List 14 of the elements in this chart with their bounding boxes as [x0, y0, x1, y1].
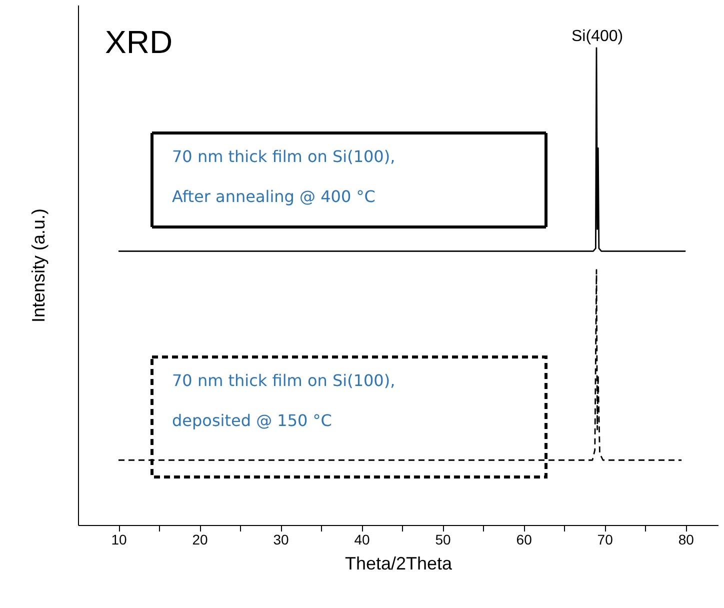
x-tick-label: 10: [111, 532, 128, 548]
x-tick-label: 20: [192, 532, 208, 548]
x-tick-label: 80: [678, 532, 694, 548]
x-tick-label: 60: [516, 532, 532, 548]
text: 70 nm thick film on Si(100), After annealing @ 400 °C: [172, 147, 396, 206]
x-tick-label: 30: [273, 532, 290, 548]
x-axis-title: Theta/2Theta: [344, 554, 454, 574]
x-tick-label: 70: [597, 532, 614, 548]
annotation: Si(400): [572, 28, 624, 45]
x-tick-label: 40: [354, 532, 370, 548]
y-axis-title: Intensity (a.u.): [28, 208, 48, 323]
x-tick-label: 50: [435, 532, 452, 548]
chart-title: XRD: [105, 24, 173, 60]
text: 70 nm thick film on Si(100), deposited @ 150 °C: [172, 371, 396, 430]
